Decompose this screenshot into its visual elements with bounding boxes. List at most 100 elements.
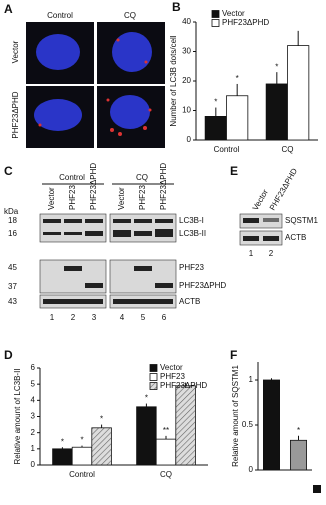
lane-label: Vector: [117, 187, 126, 210]
x-tick-label: Control: [214, 145, 240, 154]
corner-square: [313, 485, 321, 493]
mw: 18: [8, 216, 17, 225]
lane-label: PHF23: [68, 185, 77, 210]
mw: 43: [8, 297, 17, 306]
legend-label: Vector: [222, 9, 245, 18]
y-tick-label: 0: [31, 460, 36, 469]
row-label: PHF23ΔPHD: [11, 91, 20, 138]
panel-letter: A: [4, 2, 13, 16]
band-label: ACTB: [285, 233, 306, 242]
lane-number: 5: [141, 313, 146, 322]
bar: [204, 116, 227, 141]
band-label: PHF23: [179, 263, 204, 272]
y-axis-label: Relative amount of LC3B-II: [13, 368, 22, 464]
lane-label: PHF23ΔPHD: [89, 163, 98, 210]
significance: *: [236, 74, 239, 83]
band-label: ACTB: [179, 297, 200, 306]
y-tick-label: 20: [182, 76, 191, 85]
lane-label: Vector: [251, 188, 270, 212]
y-tick-label: 40: [182, 17, 191, 26]
legend-label: PHF23ΔPHD: [222, 18, 269, 27]
y-tick-label: 2: [31, 428, 36, 437]
lane-number: 2: [269, 249, 274, 258]
y-axis-label: Number of LC3B dots/cell: [169, 35, 178, 126]
bar: [265, 83, 288, 141]
bar: [52, 448, 73, 466]
legend-label: Vector: [160, 363, 183, 372]
western-blot: [239, 213, 283, 246]
column-label: Control: [47, 11, 73, 20]
y-tick-label: 1: [31, 444, 36, 453]
y-tick-label: 0: [187, 135, 192, 144]
y-axis-label: Relative amount of SQSTM1: [231, 365, 240, 467]
bar: [155, 438, 177, 466]
column-label: CQ: [124, 11, 136, 20]
lane-number: 3: [92, 313, 97, 322]
lane-label: PHF23: [138, 185, 147, 210]
panel-letter: E: [230, 164, 238, 178]
legend-swatch: [211, 19, 220, 27]
lane-number: 1: [50, 313, 55, 322]
legend-label: PHF23: [160, 372, 185, 381]
y-tick-label: 0: [249, 465, 254, 474]
bar: [287, 45, 310, 141]
lane-label: PHF23ΔPHD: [159, 163, 168, 210]
panel-letter: C: [4, 164, 13, 178]
panel-letter: B: [172, 0, 181, 14]
western-blot: [39, 213, 177, 309]
lane-label: Vector: [47, 187, 56, 210]
y-tick-label: 4: [31, 395, 36, 404]
significance: *: [61, 437, 64, 446]
legend-swatch: [149, 382, 158, 390]
mw-unit: kDa: [4, 207, 19, 216]
mw: 16: [8, 229, 17, 238]
bar: [289, 439, 307, 471]
y-tick-label: 3: [31, 412, 36, 421]
bar: [136, 406, 157, 466]
x-tick-label: CQ: [282, 145, 294, 154]
legend-swatch: [211, 10, 220, 18]
legend-swatch: [149, 373, 158, 381]
lane-number: 6: [162, 313, 167, 322]
lane-number: 2: [71, 313, 76, 322]
y-tick-label: 5: [31, 379, 36, 388]
x-tick-label: CQ: [160, 470, 172, 479]
panel-letter: D: [4, 348, 13, 362]
bar: [175, 385, 196, 466]
significance: **: [163, 426, 169, 435]
bar: [262, 379, 280, 471]
significance: *: [100, 415, 103, 424]
lane-number: 4: [120, 313, 125, 322]
significance: *: [214, 98, 217, 107]
bar: [226, 95, 249, 141]
x-tick-label: Control: [69, 470, 95, 479]
bar: [71, 446, 93, 466]
lane-number: 1: [249, 249, 254, 258]
bar: [91, 427, 112, 466]
band-label: LC3B-I: [179, 216, 204, 225]
mw: 45: [8, 263, 17, 272]
band-label: LC3B-II: [179, 229, 206, 238]
band-label: SQSTM1: [285, 216, 318, 225]
row-label: Vector: [11, 40, 20, 63]
significance: *: [145, 394, 148, 403]
y-tick-label: 0.5: [242, 420, 254, 429]
y-tick-label: 10: [182, 106, 191, 115]
significance: *: [297, 426, 300, 435]
group-label: CQ: [136, 173, 148, 182]
panel-letter: F: [230, 348, 237, 362]
group-label: Control: [59, 173, 85, 182]
lane-label: PHF23ΔPHD: [268, 167, 299, 213]
y-tick-label: 6: [31, 363, 36, 372]
y-tick-label: 1: [249, 375, 254, 384]
legend-label: PHF23ΔPHD: [160, 381, 207, 390]
y-tick-label: 30: [182, 47, 191, 56]
legend-swatch: [149, 364, 158, 372]
mw: 37: [8, 282, 17, 291]
significance: *: [275, 62, 278, 71]
band-label: PHF23ΔPHD: [179, 281, 226, 290]
significance: *: [80, 436, 83, 445]
micrographs: [26, 22, 165, 148]
